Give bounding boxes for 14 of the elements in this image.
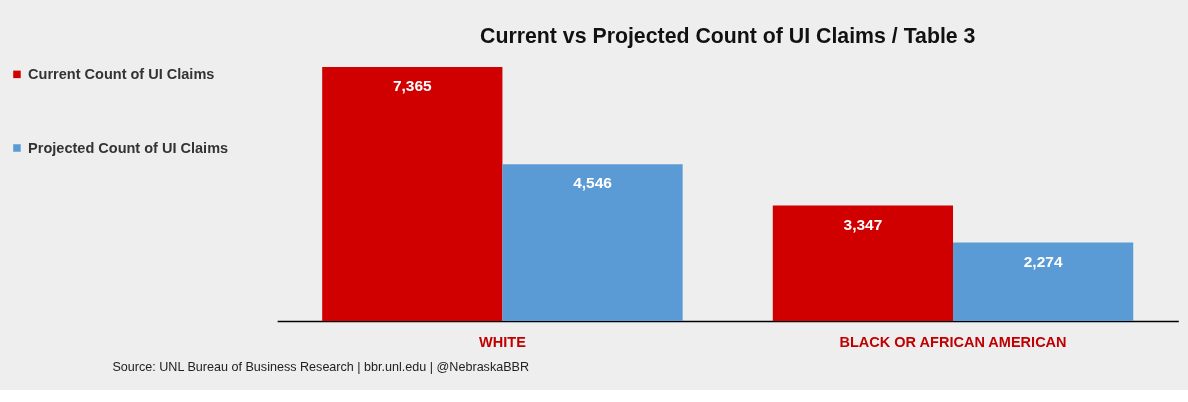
legend-label: Current Count of UI Claims: [28, 66, 215, 83]
bar: [772, 205, 954, 321]
bar: [502, 164, 683, 321]
bar: [953, 242, 1134, 321]
data-label: 2,274: [1023, 252, 1063, 270]
x-tick-label: WHITE: [479, 333, 527, 350]
chart-title: Current vs Projected Count of UI Claims / Table 3: [480, 23, 976, 48]
data-label: 3,347: [843, 215, 883, 233]
data-label: 4,546: [573, 174, 613, 192]
source-note: Source: UNL Bureau of Business Research | bbr.unl.edu | @NebraskaBBR: [112, 360, 530, 375]
x-tick-label: BLACK OR AFRICAN AMERICAN: [839, 333, 1067, 350]
bar: [322, 67, 503, 321]
data-label: 7,365: [392, 77, 433, 95]
legend-label: Projected Count of UI Claims: [28, 139, 229, 156]
